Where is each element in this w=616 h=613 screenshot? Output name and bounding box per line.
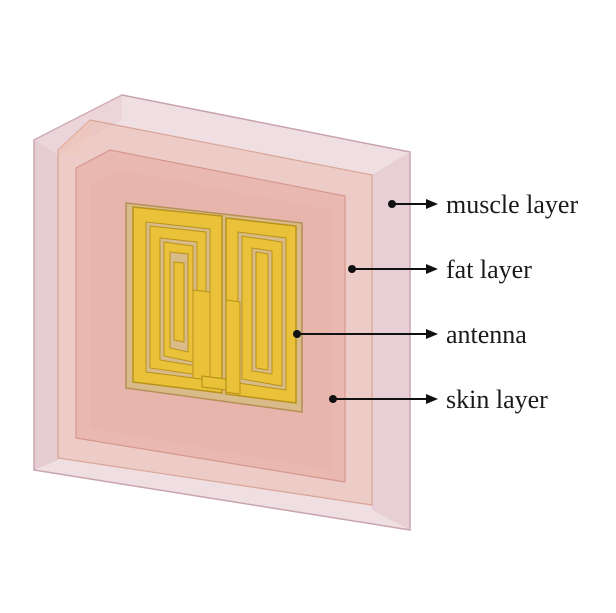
- antenna-right-element: [225, 217, 297, 404]
- antenna-label: antenna: [446, 320, 527, 349]
- muscle-layer-label: muscle layer: [446, 190, 578, 219]
- leader-arrows: [293, 199, 438, 404]
- fat-layer-label: fat layer: [446, 255, 532, 284]
- antenna-feed-pad: [201, 375, 227, 391]
- skin-layer-label: skin layer: [446, 385, 548, 414]
- antenna-left-element: [132, 206, 223, 394]
- antenna: [125, 202, 303, 413]
